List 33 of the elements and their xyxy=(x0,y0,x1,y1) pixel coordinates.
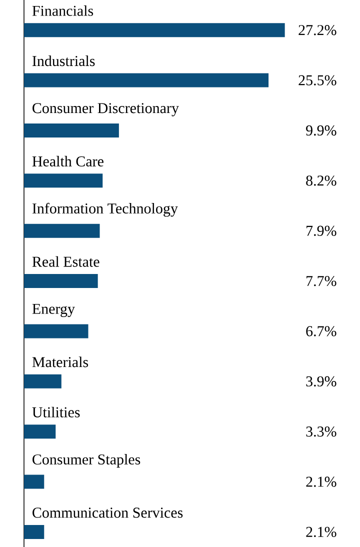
y-tick-label: Communication Services xyxy=(32,508,183,518)
bar xyxy=(24,224,100,238)
data-label: 6.7% xyxy=(306,326,336,336)
y-tick-label: Utilities xyxy=(32,406,80,418)
bar xyxy=(24,524,44,539)
y-tick-label: Financials xyxy=(32,5,94,16)
data-label: 8.2% xyxy=(306,176,336,186)
y-tick-label: Materials xyxy=(32,356,88,368)
data-label: 2.1% xyxy=(306,476,336,487)
y-tick-label: Consumer Staples xyxy=(32,454,140,468)
data-label: 3.9% xyxy=(306,376,336,386)
data-label: 3.3% xyxy=(306,426,336,437)
bar xyxy=(24,474,44,489)
data-label: 7.9% xyxy=(306,226,336,236)
bar xyxy=(24,73,269,88)
bar xyxy=(24,23,285,38)
y-tick-label: Consumer Discretionary xyxy=(32,103,179,116)
y-tick-label: Information Technology xyxy=(32,202,178,217)
data-label: 2.1% xyxy=(306,526,336,538)
y-tick-label: Industrials xyxy=(32,56,95,66)
data-label: 9.9% xyxy=(306,125,336,136)
y-tick-label: Health Care xyxy=(32,156,104,166)
data-label: 25.5% xyxy=(298,75,336,86)
bar xyxy=(24,324,88,338)
data-label: 27.2% xyxy=(298,25,336,36)
bar xyxy=(24,424,56,439)
bar xyxy=(24,274,98,288)
y-tick-label: Energy xyxy=(32,304,75,318)
bar xyxy=(24,174,103,188)
bar xyxy=(24,123,119,138)
bar xyxy=(24,374,62,388)
y-tick-label: Real Estate xyxy=(32,256,100,267)
data-label: 7.7% xyxy=(306,276,336,286)
